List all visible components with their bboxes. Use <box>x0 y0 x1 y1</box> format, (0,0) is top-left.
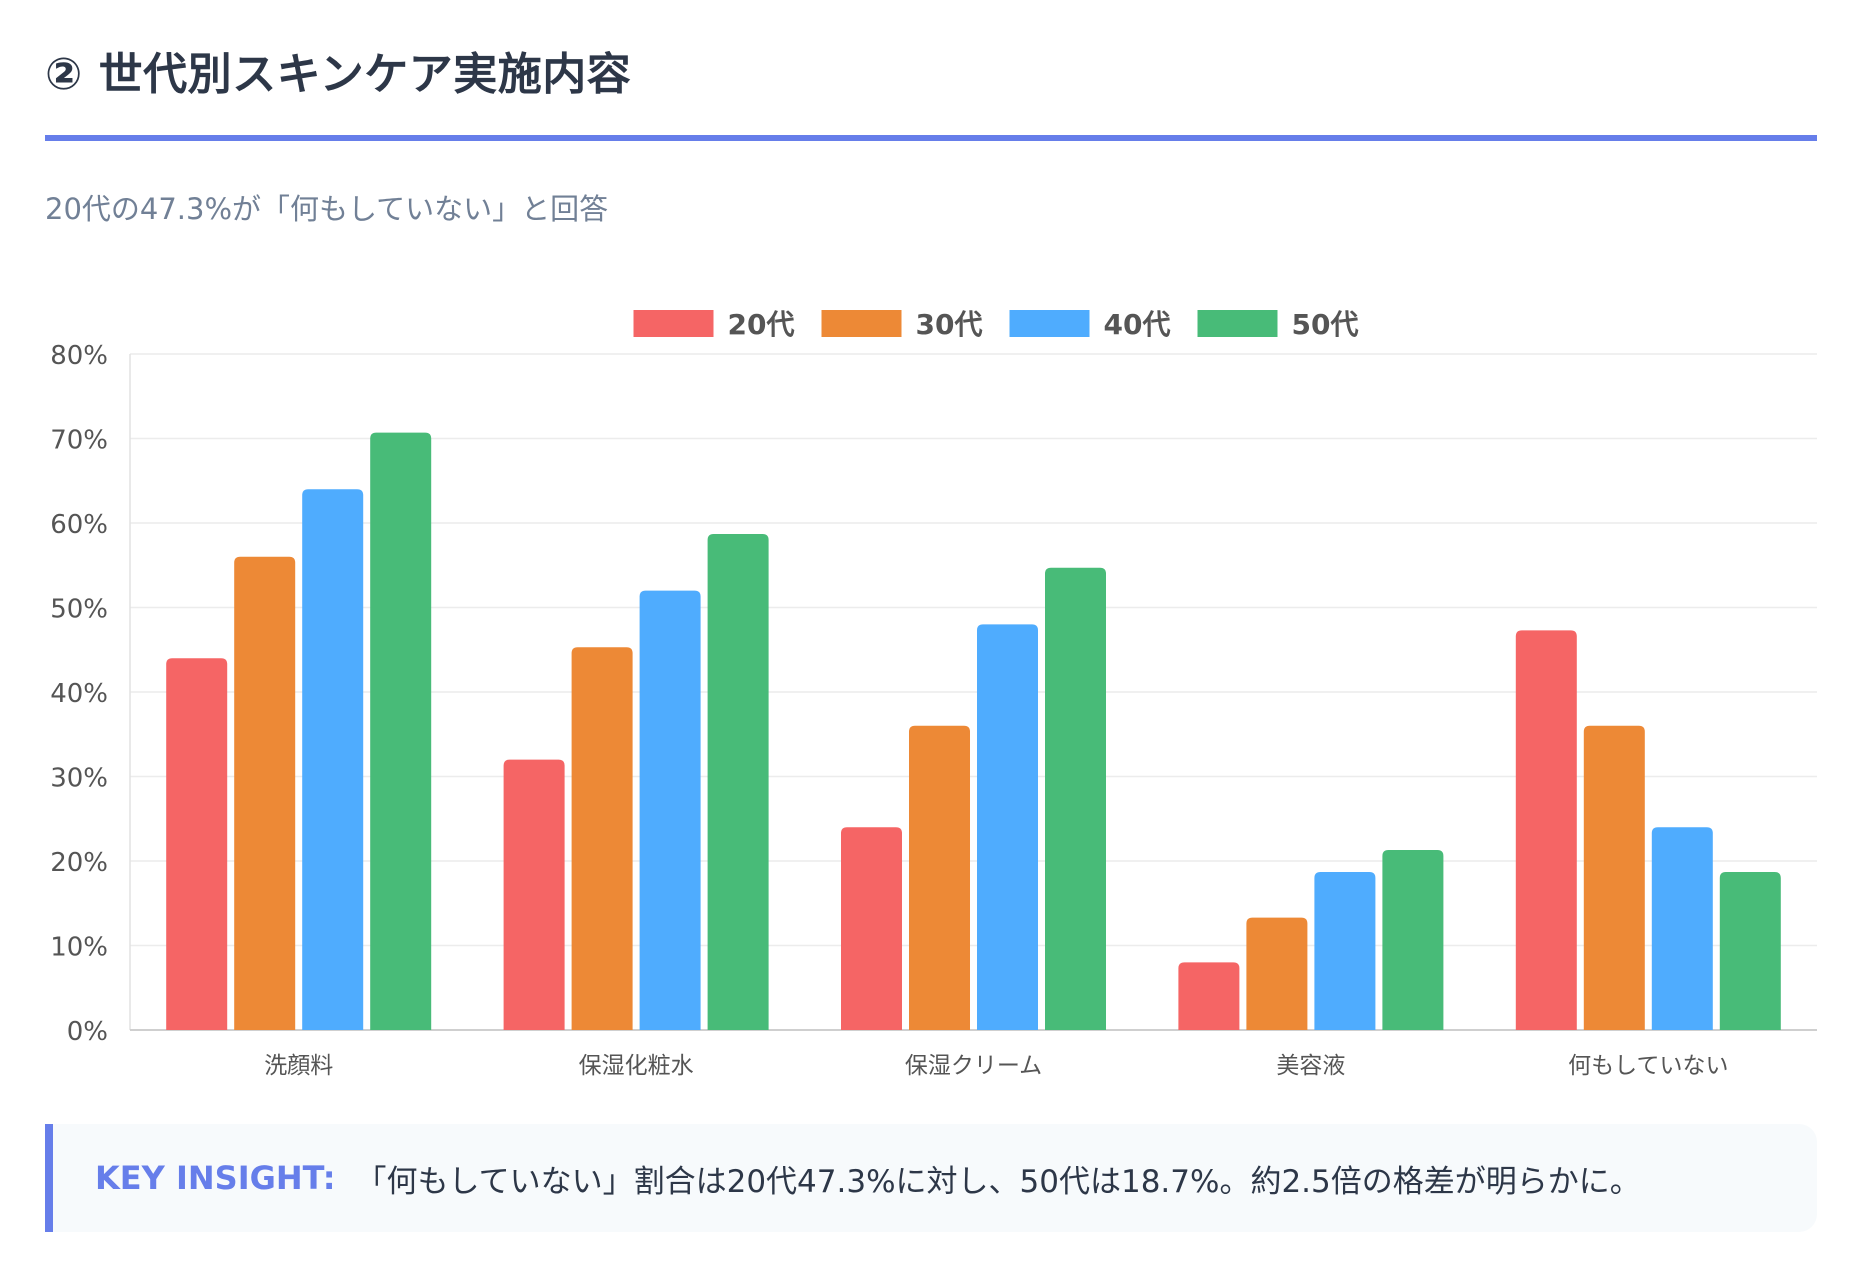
y-tick-label: 80% <box>50 341 108 371</box>
y-tick-label: 30% <box>50 764 108 794</box>
bar[interactable] <box>909 725 970 1030</box>
legend-label[interactable]: 40代 <box>1104 308 1171 341</box>
x-tick-label: 保湿クリーム <box>905 1053 1042 1079</box>
legend-label[interactable]: 30代 <box>916 308 983 341</box>
y-tick-label: 50% <box>50 595 108 625</box>
x-axis-ticks: 洗顔料 保湿化粧水 保湿クリーム 美容液 何もしていない <box>264 1053 1728 1079</box>
y-axis-ticks: 0% 10% 20% 30% 40% 50% 60% 70% 80% <box>50 341 108 1047</box>
x-tick-label: 保湿化粧水 <box>579 1053 694 1079</box>
bar[interactable] <box>302 489 364 1030</box>
bar[interactable] <box>1178 962 1240 1030</box>
bar[interactable] <box>977 624 1038 1030</box>
y-tick-label: 20% <box>50 848 108 878</box>
bar[interactable] <box>571 647 633 1030</box>
legend-swatch[interactable] <box>1197 310 1278 337</box>
key-insight-box: KEY INSIGHT: 「何もしていない」割合は20代47.3%に対し、50代… <box>45 1124 1817 1232</box>
bar[interactable] <box>1382 850 1444 1030</box>
legend-swatch[interactable] <box>633 310 714 337</box>
page-subtitle: 20代の47.3%が「何もしていない」と回答 <box>45 192 609 226</box>
bar[interactable] <box>841 827 902 1030</box>
x-tick-label: 美容液 <box>1276 1053 1345 1079</box>
insight-text: 「何もしていない」割合は20代47.3%に対し、50代は18.7%。約2.5倍の… <box>355 1163 1641 1200</box>
bar[interactable] <box>234 556 296 1030</box>
bar[interactable] <box>707 533 769 1030</box>
bar[interactable] <box>1651 827 1713 1030</box>
title-divider <box>45 135 1817 141</box>
x-tick-label: 洗顔料 <box>264 1053 333 1079</box>
y-tick-label: 10% <box>50 933 108 963</box>
bar[interactable] <box>1719 871 1781 1030</box>
y-tick-label: 0% <box>67 1017 108 1047</box>
y-tick-label: 70% <box>50 426 108 456</box>
bar[interactable] <box>639 590 701 1030</box>
bar[interactable] <box>1583 725 1645 1030</box>
legend-swatch[interactable] <box>821 310 902 337</box>
bar[interactable] <box>370 432 432 1031</box>
x-tick-label: 何もしていない <box>1568 1053 1728 1079</box>
bar[interactable] <box>1314 871 1376 1030</box>
page-title: ② 世代別スキンケア実施内容 <box>45 49 632 100</box>
legend-label[interactable]: 20代 <box>728 308 795 341</box>
insight-label: KEY INSIGHT: <box>95 1159 336 1197</box>
bar-chart: 0% 10% 20% 30% 40% 50% 60% 70% 80% 洗顔料 保湿化粧水 保湿クリー… <box>50 308 1817 1079</box>
legend-label[interactable]: 50代 <box>1292 308 1359 341</box>
bar[interactable] <box>166 658 228 1030</box>
legend-swatch[interactable] <box>1009 310 1090 337</box>
bar[interactable] <box>503 759 565 1030</box>
y-tick-label: 60% <box>50 510 108 540</box>
bar[interactable] <box>1246 917 1308 1030</box>
legend: 20代 30代 40代 50代 <box>633 308 1359 341</box>
y-tick-label: 40% <box>50 679 108 709</box>
bar[interactable] <box>1045 567 1106 1030</box>
bars <box>166 432 1781 1031</box>
bar[interactable] <box>1515 630 1577 1030</box>
